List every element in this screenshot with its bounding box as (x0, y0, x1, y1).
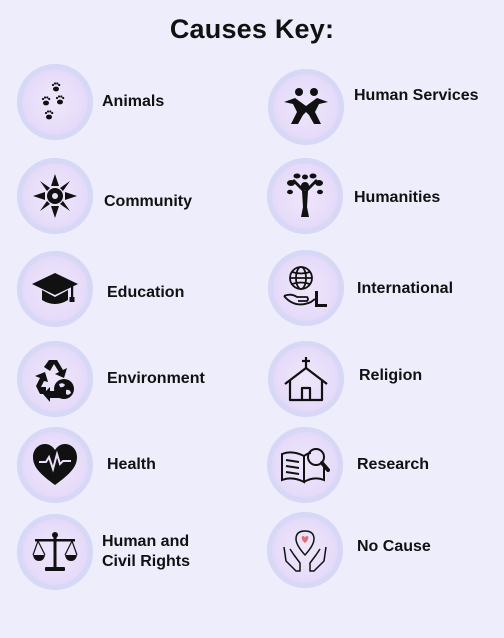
church-icon (284, 357, 328, 402)
cause-label: Animals (102, 93, 165, 110)
hands-pin-icon (283, 530, 327, 572)
cause-label-line-1: Human and (102, 533, 190, 550)
cause-label: International (357, 280, 454, 297)
people-joined-icon (284, 88, 328, 124)
human-services-badge (268, 69, 344, 145)
cause-label: Human Services (354, 87, 479, 104)
cause-label: No Cause (357, 538, 431, 555)
graduation-cap-icon (32, 273, 78, 304)
book-magnifier-icon (281, 448, 330, 484)
page-title: Causes Key: (169, 14, 335, 44)
humanities-badge (267, 158, 343, 234)
cause-label: Environment (107, 370, 205, 387)
heart-pulse-icon (33, 444, 77, 485)
cause-label: Community (104, 193, 192, 210)
globe-hand-icon (283, 266, 327, 307)
research-badge (267, 427, 343, 503)
cause-label-line-2: Civil Rights (102, 553, 191, 570)
environment-badge (17, 341, 93, 417)
scales-icon (32, 532, 78, 571)
cause-label: Humanities (354, 189, 441, 206)
cause-label: Research (357, 456, 430, 473)
religion-badge (268, 341, 344, 417)
education-badge (17, 251, 93, 327)
cause-label: Education (107, 284, 185, 301)
cause-label: Health (107, 456, 156, 473)
animals-badge (17, 64, 93, 140)
cause-label: Human and Civil Rights (102, 532, 190, 572)
community-badge (17, 158, 93, 234)
recycle-globe-icon (35, 360, 74, 402)
community-circle-icon (33, 174, 77, 218)
cause-label: Religion (359, 367, 423, 384)
health-badge (17, 427, 93, 503)
no-cause-badge (267, 512, 343, 588)
paw-prints-icon (41, 82, 65, 120)
international-badge (268, 250, 344, 326)
tree-person-icon (287, 173, 323, 217)
civil-rights-badge (17, 514, 93, 590)
